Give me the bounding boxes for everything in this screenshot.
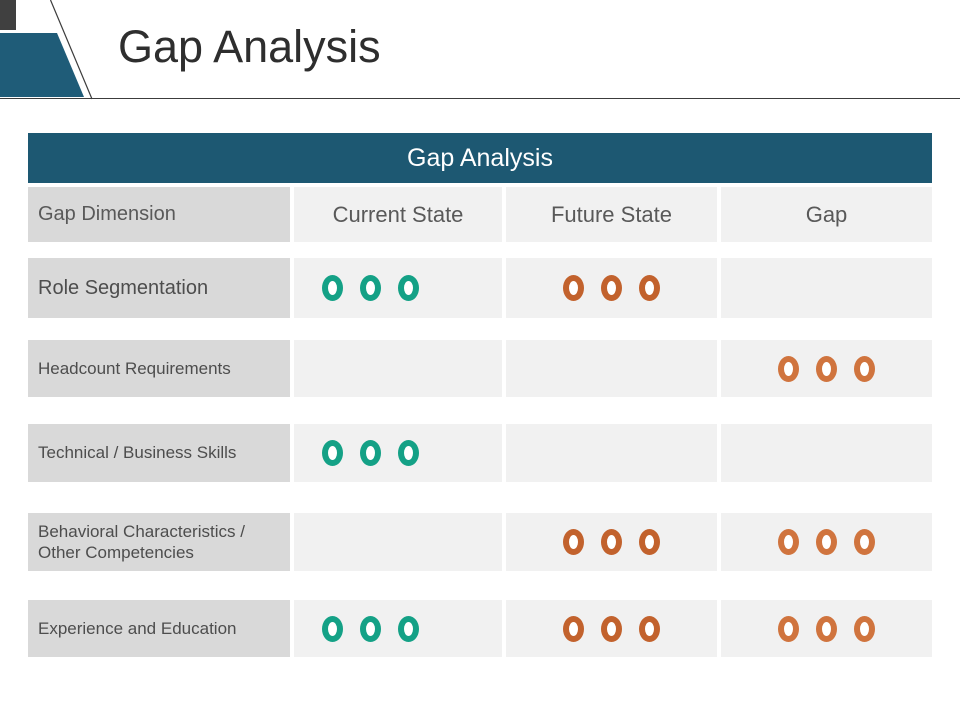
current-state-cell (294, 600, 502, 657)
gap-cell (721, 424, 932, 482)
dots-group (563, 529, 660, 555)
teal-ring-icon (397, 615, 419, 642)
gap-cell (721, 258, 932, 318)
accent-trapezoid-icon (0, 33, 84, 97)
orange-ring-icon (563, 529, 584, 555)
orange-ring-icon (563, 275, 584, 301)
row-label: Role Segmentation (38, 276, 209, 299)
dots-group (778, 355, 875, 382)
current-state-cell (294, 258, 502, 318)
dots-group (321, 615, 419, 642)
teal-ring-icon (321, 615, 343, 642)
current-state-cell (294, 424, 502, 482)
title-underline (0, 98, 960, 99)
current-state-cell (294, 340, 502, 397)
orange-light-ring-icon (854, 615, 875, 642)
row-label: Technical / Business Skills (38, 443, 237, 463)
orange-ring-icon (601, 615, 622, 642)
dots-group (321, 275, 419, 301)
table-title-bar: Gap Analysis (28, 133, 932, 183)
teal-ring-icon (397, 440, 419, 466)
orange-light-ring-icon (854, 355, 875, 382)
orange-ring-icon (601, 529, 622, 555)
dots-group (321, 440, 419, 466)
orange-light-ring-icon (816, 615, 837, 642)
orange-ring-icon (639, 615, 660, 642)
current-state-cell (294, 513, 502, 571)
corner-square-icon (0, 0, 16, 30)
row-label-cell: Technical / Business Skills (28, 424, 290, 482)
slide-title: Gap Analysis (118, 21, 381, 72)
teal-ring-icon (321, 440, 343, 466)
orange-ring-icon (601, 275, 622, 301)
orange-light-ring-icon (816, 529, 837, 555)
gap-cell (721, 600, 932, 657)
table-row: Experience and Education (28, 600, 932, 657)
orange-light-ring-icon (816, 355, 837, 382)
gap-cell (721, 513, 932, 571)
table-row: Technical / Business Skills (28, 424, 932, 482)
future-state-cell (506, 340, 717, 397)
column-header-future-state: Future State (506, 187, 717, 242)
future-state-cell (506, 424, 717, 482)
row-label-cell: Experience and Education (28, 600, 290, 657)
dots-group (563, 275, 660, 301)
row-label: Behavioral Characteristics / Other Compe… (38, 521, 245, 562)
orange-ring-icon (639, 275, 660, 301)
dots-group (778, 615, 875, 642)
orange-ring-icon (639, 529, 660, 555)
table-row: Role Segmentation (28, 258, 932, 318)
row-label-cell: Headcount Requirements (28, 340, 290, 397)
row-label: Experience and Education (38, 618, 237, 638)
teal-ring-icon (359, 615, 381, 642)
orange-ring-icon (563, 615, 584, 642)
corner-accent-graphic (0, 0, 93, 100)
gap-cell (721, 340, 932, 397)
teal-ring-icon (359, 275, 381, 301)
orange-light-ring-icon (854, 529, 875, 555)
teal-ring-icon (397, 275, 419, 301)
table-title: Gap Analysis (407, 143, 553, 172)
teal-ring-icon (359, 440, 381, 466)
row-label-cell: Role Segmentation (28, 258, 290, 318)
future-state-cell (506, 513, 717, 571)
orange-light-ring-icon (778, 355, 799, 382)
row-label: Headcount Requirements (38, 358, 231, 378)
table-row: Headcount Requirements (28, 340, 932, 397)
column-header-gap: Gap (721, 187, 932, 242)
future-state-cell (506, 258, 717, 318)
diagonal-line (49, 0, 93, 100)
column-header-gap-dimension: Gap Dimension (28, 187, 290, 242)
table-column-header-row: Gap Dimension Current State Future State… (28, 187, 932, 242)
orange-light-ring-icon (778, 615, 799, 642)
row-label-cell: Behavioral Characteristics / Other Compe… (28, 513, 290, 571)
column-header-current-state: Current State (294, 187, 502, 242)
teal-ring-icon (321, 275, 343, 301)
dots-group (778, 529, 875, 555)
table-row: Behavioral Characteristics / Other Compe… (28, 513, 932, 571)
orange-light-ring-icon (778, 529, 799, 555)
future-state-cell (506, 600, 717, 657)
dots-group (563, 615, 660, 642)
